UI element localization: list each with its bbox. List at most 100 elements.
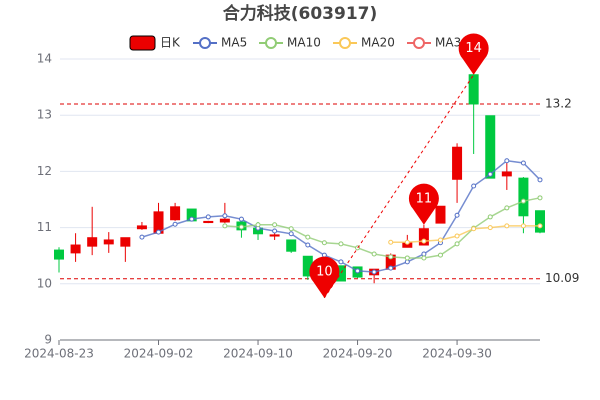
legend-icon: [413, 37, 425, 49]
legend-icon: [199, 37, 211, 49]
ma-point: [338, 241, 344, 247]
ma-point: [520, 160, 526, 166]
ma-point: [156, 229, 162, 235]
ma-point: [355, 268, 361, 274]
ma-line: [224, 197, 541, 259]
y-tick-label: 12: [37, 164, 52, 178]
ma-point: [487, 214, 493, 220]
ma-point: [471, 226, 477, 232]
y-tick-label: 10: [37, 276, 52, 290]
legend-label: 日K: [160, 36, 181, 50]
candle-body: [170, 206, 181, 221]
y-tick-label: 11: [37, 220, 52, 234]
ma-point: [504, 158, 510, 164]
ma-point: [255, 222, 261, 228]
ma-point: [388, 265, 394, 271]
x-tick-label: 2024-09-30: [422, 347, 492, 361]
candle-body: [286, 239, 297, 252]
ma-point: [222, 213, 228, 219]
ma-point: [222, 223, 228, 229]
candle-body: [120, 237, 131, 247]
ma-point: [404, 239, 410, 245]
ma-point: [305, 234, 311, 240]
ma-point: [537, 195, 543, 201]
y-tick-label: 14: [37, 52, 52, 66]
candle-body: [468, 74, 479, 105]
y-tick-label: 13: [37, 108, 52, 122]
ma-point: [172, 221, 178, 227]
ma-point: [338, 259, 344, 265]
ma-point: [487, 225, 493, 231]
ma-point: [404, 259, 410, 265]
ma-line: [390, 225, 540, 243]
pin-label: 11: [416, 191, 433, 206]
ma-point: [520, 198, 526, 204]
ma-point: [421, 238, 427, 244]
ma-point: [272, 228, 278, 234]
pin-label: 14: [465, 41, 482, 56]
ma-point: [371, 269, 377, 275]
ma-point: [537, 223, 543, 229]
ma-point: [189, 216, 195, 222]
x-tick-label: 2024-08-23: [24, 347, 94, 361]
candle-body: [518, 177, 529, 217]
ma-point: [205, 214, 211, 220]
y-tick-label: 9: [44, 333, 52, 347]
ma-point: [454, 241, 460, 247]
x-tick-label: 2024-09-20: [323, 347, 393, 361]
ma-point: [321, 240, 327, 246]
legend-label: MA20: [361, 36, 395, 50]
candle-body: [435, 205, 446, 224]
ma-point: [305, 242, 311, 248]
chart-title: 合力科技(603917): [223, 3, 378, 24]
ma-point: [421, 255, 427, 261]
pin-label: 10: [316, 264, 333, 279]
ma-point: [388, 239, 394, 245]
pin: [309, 256, 340, 298]
ma-point: [520, 223, 526, 229]
legend-label: MA5: [221, 36, 247, 50]
ma-point: [238, 224, 244, 230]
ma-line: [141, 159, 541, 273]
ma-point: [321, 252, 327, 258]
ma-point: [504, 223, 510, 229]
pin-connector: [323, 74, 475, 299]
reference-label: 10.09: [545, 271, 579, 285]
ma-point: [437, 252, 443, 258]
ma-point: [139, 234, 145, 240]
ma-point: [504, 205, 510, 211]
candle-body: [103, 239, 114, 245]
candle-body: [136, 225, 147, 230]
candle-body: [501, 171, 512, 177]
candle-body: [485, 115, 496, 179]
ma-point: [437, 237, 443, 243]
candle-body: [219, 218, 230, 223]
ma-point: [454, 212, 460, 218]
legend-label: MA10: [287, 36, 321, 50]
legend-icon: [265, 37, 277, 49]
ma-point: [388, 254, 394, 260]
legend-icon: [339, 37, 351, 49]
ma-point: [537, 177, 543, 183]
pin: [458, 33, 489, 75]
candle-body: [269, 234, 280, 237]
candle-body: [54, 249, 64, 260]
candle-body: [70, 244, 81, 254]
ma-point: [288, 226, 294, 232]
ma-point: [272, 222, 278, 228]
reference-label: 13.2: [545, 96, 572, 110]
ma-point: [487, 171, 493, 177]
candle-body: [203, 220, 214, 224]
candle-body: [535, 210, 545, 233]
ma-point: [404, 255, 410, 261]
ma-point: [421, 251, 427, 257]
ma-point: [371, 251, 377, 257]
x-tick-label: 2024-09-10: [223, 347, 293, 361]
ma-point: [454, 233, 460, 239]
ma-point: [288, 231, 294, 237]
legend-icon: [129, 35, 156, 51]
pin: [408, 183, 439, 225]
ma-point: [238, 216, 244, 222]
candle-body: [87, 237, 98, 247]
